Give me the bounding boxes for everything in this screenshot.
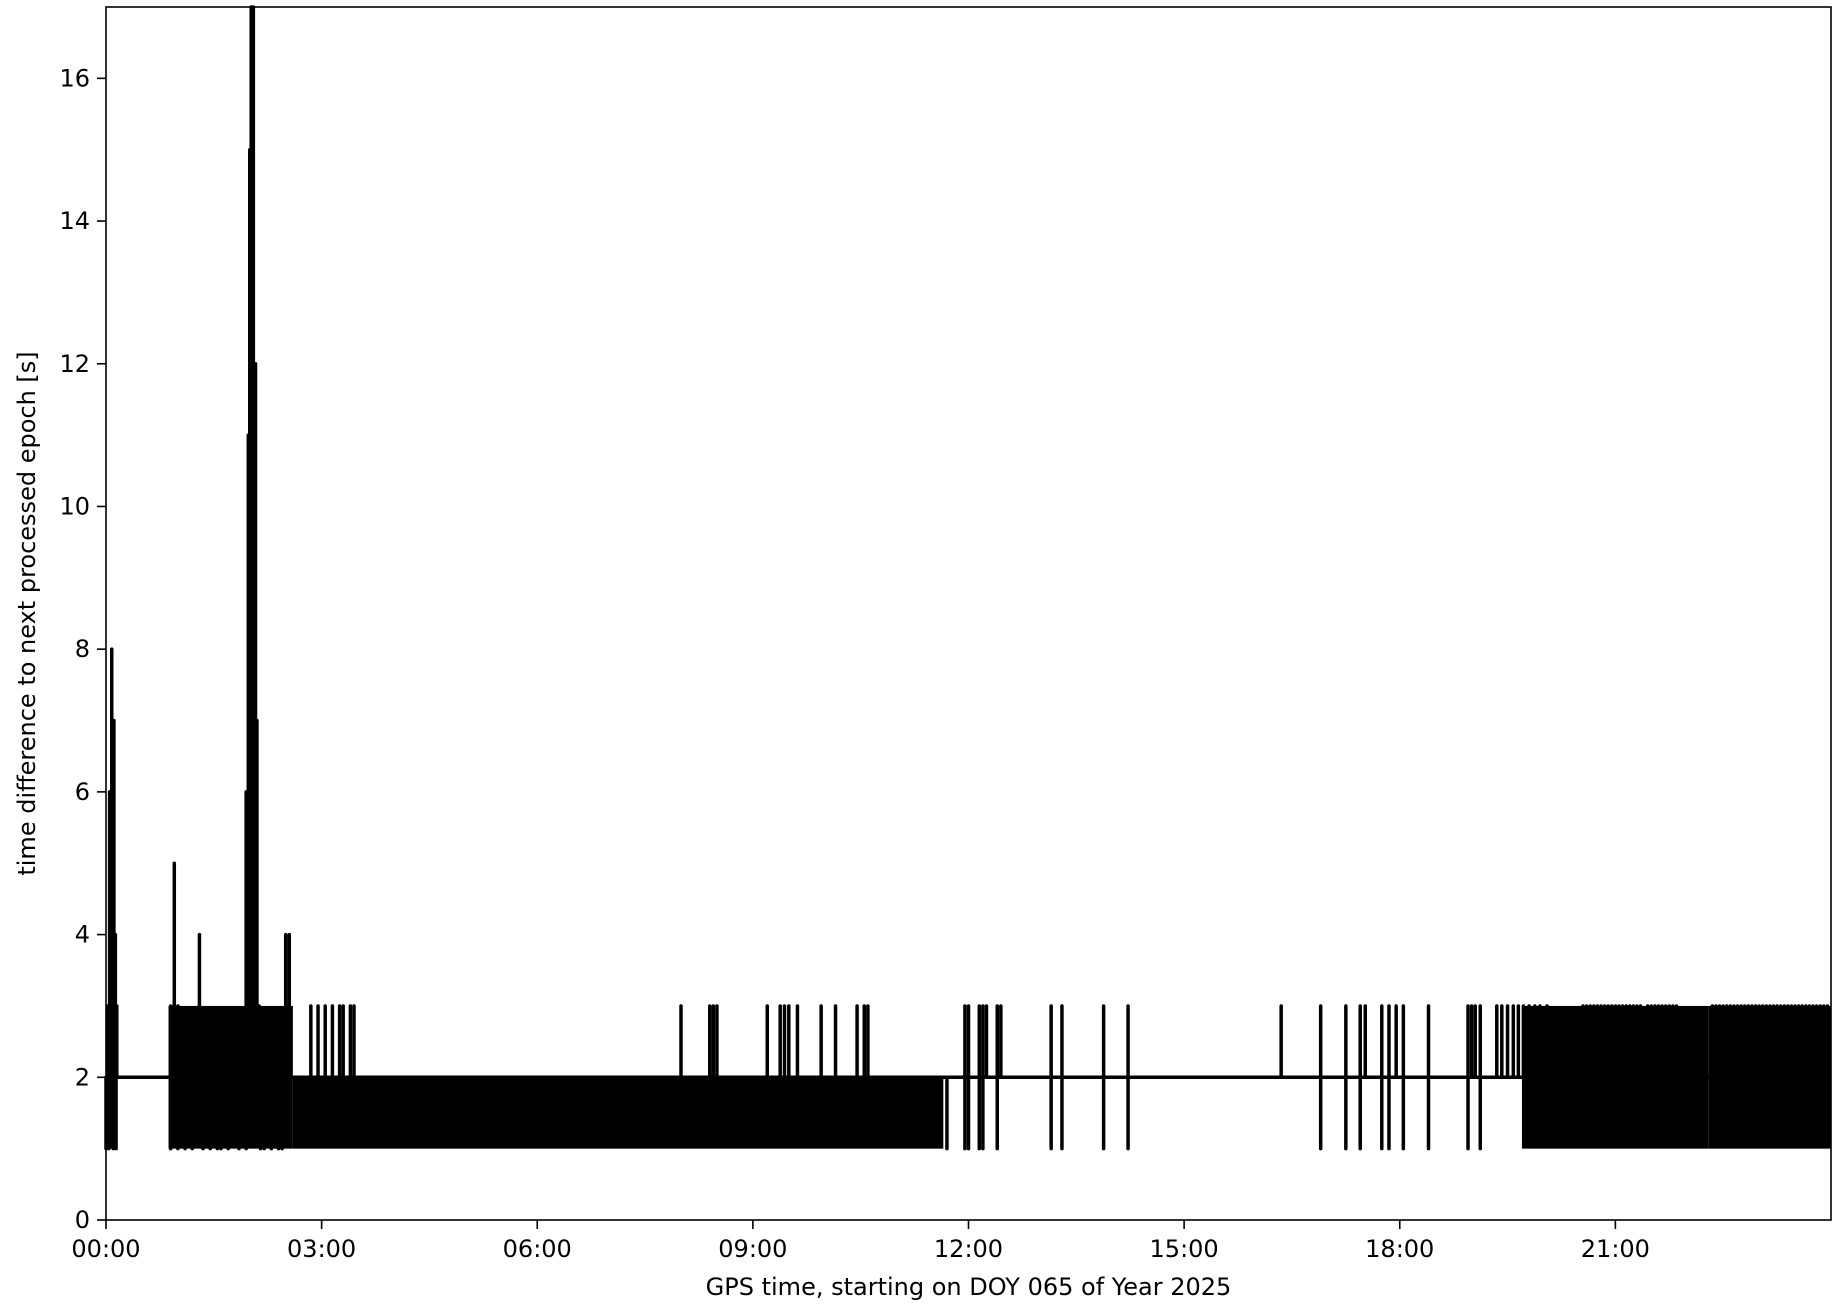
plot-data-layer (104, 5, 1831, 1151)
x-tick-label: 12:00 (934, 1235, 1003, 1263)
y-axis-ticks: 0 2 4 6 8 10 12 14 16 (59, 64, 106, 1234)
y-tick-label: 0 (75, 1206, 90, 1234)
x-tick-label: 15:00 (1150, 1235, 1219, 1263)
y-tick-label: 6 (75, 778, 90, 806)
x-tick-label: 00:00 (71, 1235, 140, 1263)
x-axis-ticks: 00:00 03:00 06:00 09:00 12:00 15:00 18:00 21:00 (71, 1220, 1650, 1263)
y-tick-label: 4 (75, 921, 90, 949)
x-tick-label: 03:00 (287, 1235, 356, 1263)
y-tick-label: 12 (59, 350, 90, 378)
y-tick-label: 10 (59, 492, 90, 520)
y-axis-label: time difference to next processed epoch … (13, 351, 41, 875)
x-axis-label: GPS time, starting on DOY 065 of Year 20… (706, 1273, 1232, 1301)
y-tick-label: 14 (59, 207, 90, 235)
y-tick-label: 8 (75, 635, 90, 663)
plot-frame (105, 6, 1832, 1221)
x-tick-label: 06:00 (503, 1235, 572, 1263)
x-tick-label: 18:00 (1365, 1235, 1434, 1263)
y-tick-label: 2 (75, 1063, 90, 1091)
dense-oscillation-band (292, 1077, 944, 1149)
x-tick-label: 09:00 (718, 1235, 787, 1263)
x-tick-label: 21:00 (1581, 1235, 1650, 1263)
y-tick-label: 16 (59, 64, 90, 92)
